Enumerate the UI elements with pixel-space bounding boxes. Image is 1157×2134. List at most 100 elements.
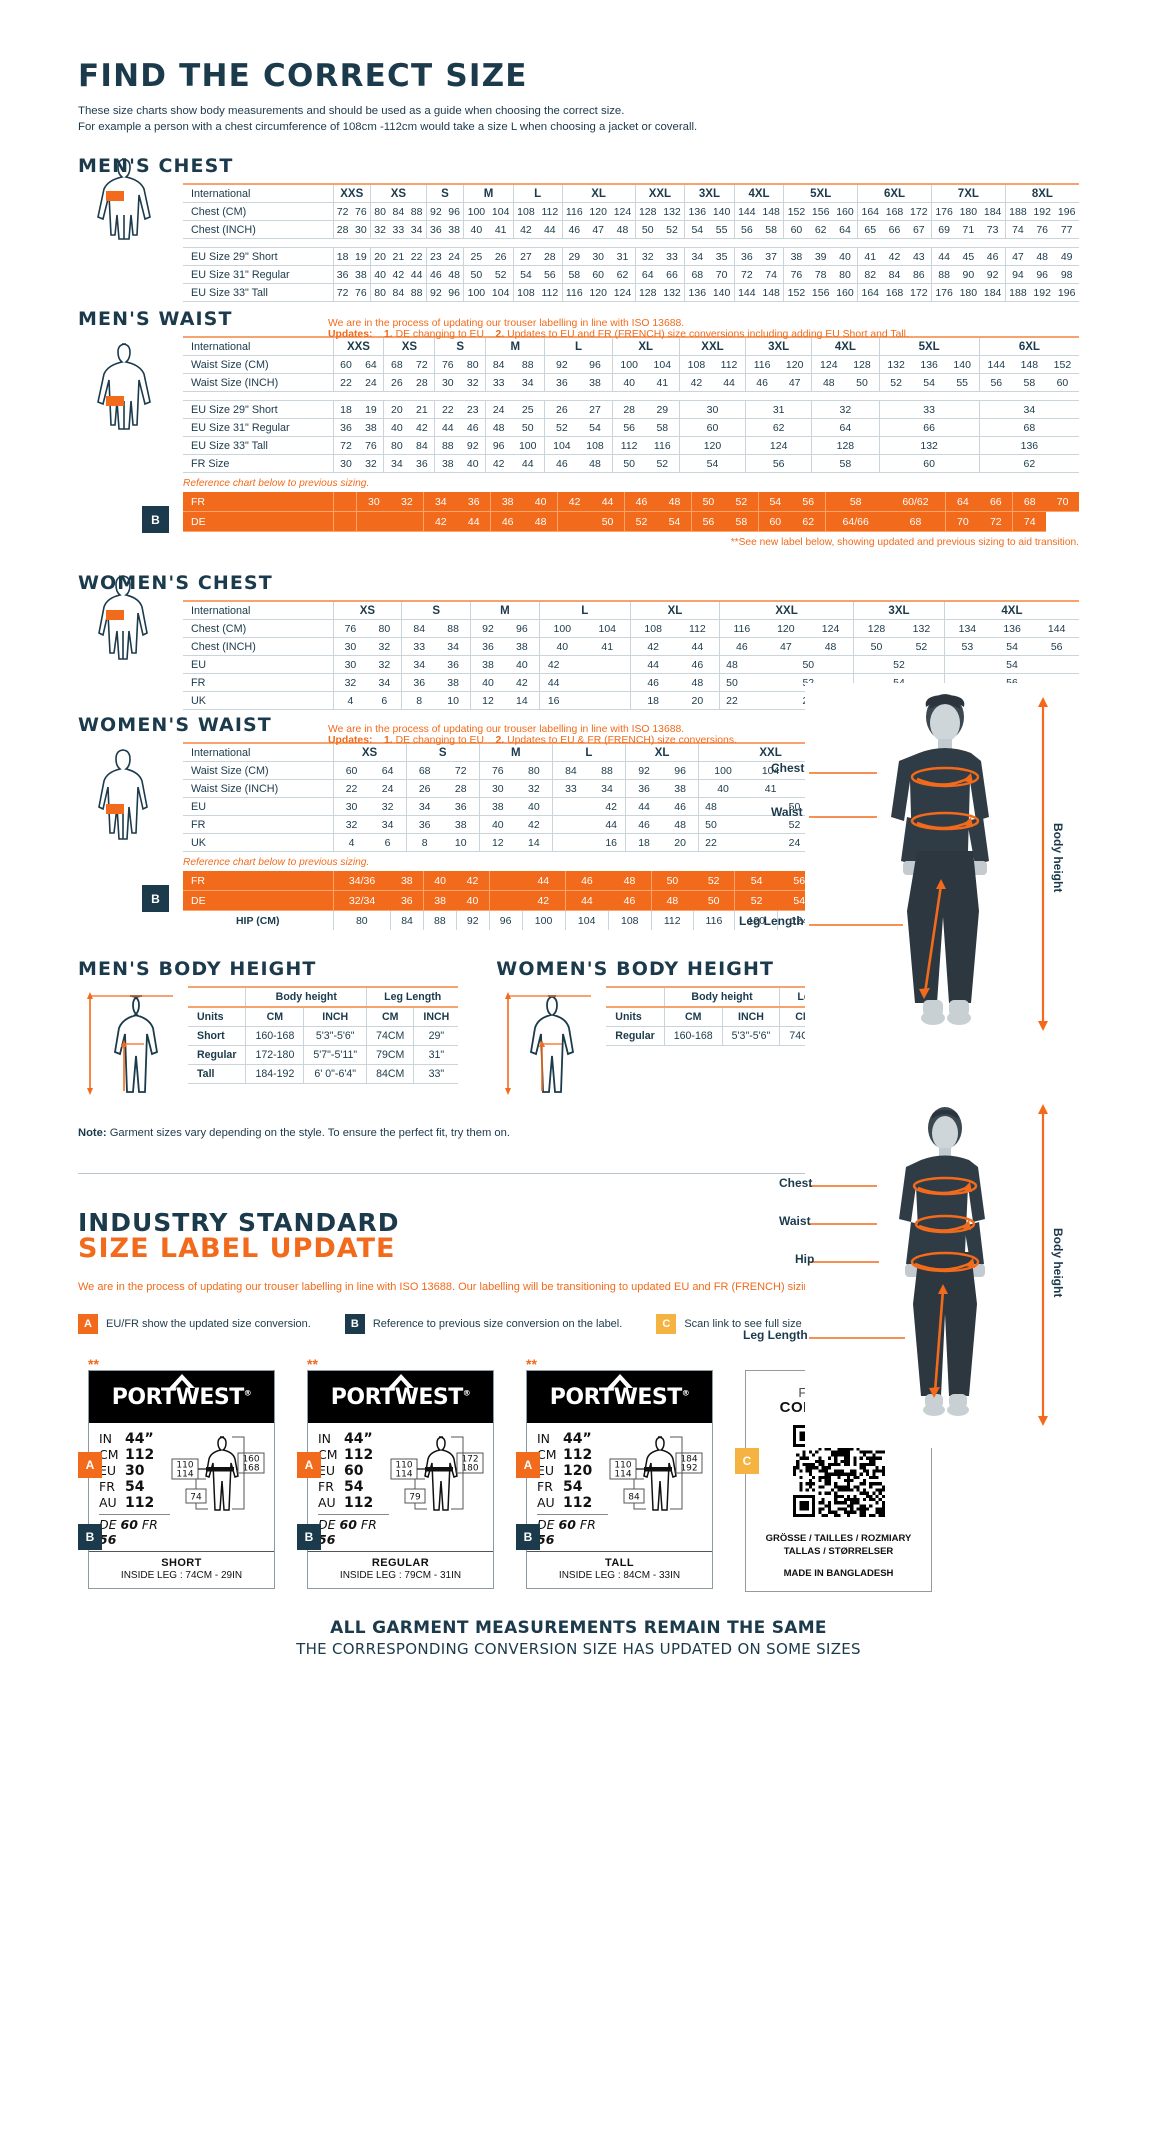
table-cell: 42 xyxy=(515,815,553,834)
table-cell: 112 xyxy=(713,355,746,374)
table-cell: 47 xyxy=(778,373,812,392)
table-cell: 24 xyxy=(358,373,384,392)
table-cell: 25 xyxy=(511,400,545,419)
reference-cell: 52 xyxy=(693,871,735,891)
table-cell: 32 xyxy=(332,673,368,692)
row-label: EU Size 31" Regular xyxy=(183,418,333,437)
table-cell: 112 xyxy=(650,910,694,930)
table-cell: 72 xyxy=(409,355,435,374)
table-cell: 34 xyxy=(405,797,443,816)
table-cell: 23 xyxy=(425,247,445,266)
qr-foot-2: TALLAS / STØRRELSER xyxy=(783,1546,894,1557)
table-cell: 40 xyxy=(515,797,553,816)
intro-line-2: For example a person with a chest circum… xyxy=(78,120,698,133)
table-cell: 84 xyxy=(409,436,435,455)
reference-cell xyxy=(488,890,522,911)
table-cell: 30 xyxy=(332,637,368,656)
portwest-logo: PORTWEST® xyxy=(112,1373,252,1410)
table-cell: 148 xyxy=(1012,355,1046,374)
table-cell: 38 xyxy=(358,418,384,437)
reference-cell: 34/36 xyxy=(332,871,391,891)
table-cell: 124 xyxy=(610,202,636,221)
table-cell: 116 xyxy=(561,202,587,221)
portwest-logo: PORTWEST® xyxy=(550,1373,690,1410)
table-cell: 76 xyxy=(434,355,461,374)
table-cell: 47 xyxy=(586,220,611,239)
see-label-note: **See new label below, showing updated a… xyxy=(730,537,1079,548)
table-cell: 67 xyxy=(906,220,932,239)
female-height-figure xyxy=(496,986,606,1101)
table-cell: 22 xyxy=(698,833,747,852)
table-cell: 26 xyxy=(383,373,410,392)
table-cell: 172 xyxy=(906,283,932,302)
table-cell: 16 xyxy=(551,833,626,852)
female-label-hip: Hip xyxy=(795,1252,815,1266)
table-cell: 12 xyxy=(478,833,516,852)
table-cell: 136 xyxy=(684,283,710,302)
table-cell: 88 xyxy=(511,355,545,374)
size-col-4xl: 4XL xyxy=(733,183,784,203)
table-cell: 73 xyxy=(980,220,1006,239)
table-cell: 112 xyxy=(538,202,563,221)
height-value-bottom: 192 xyxy=(680,1464,697,1474)
table-cell: 18 xyxy=(332,247,352,266)
table-cell: 128 xyxy=(634,283,660,302)
table-cell: 52 xyxy=(853,655,945,674)
table-cell: 20 xyxy=(675,691,720,710)
spec-row: IN 44” xyxy=(99,1431,170,1447)
reference-cell: 48 xyxy=(608,871,652,891)
size-col-s: S xyxy=(405,742,480,762)
size-col-7xl: 7XL xyxy=(930,183,1006,203)
table-cell: 116 xyxy=(719,619,764,638)
reference-cell: 72 xyxy=(979,511,1013,532)
table-cell: 44 xyxy=(407,265,427,284)
table-cell: 21 xyxy=(389,247,408,266)
table-cell: 33 xyxy=(485,373,512,392)
table-cell: 32 xyxy=(367,637,402,656)
spec-row: FR 54 xyxy=(99,1479,170,1495)
table-cell: 140 xyxy=(709,283,735,302)
table-cell: 40 xyxy=(383,418,410,437)
table-cell: 80 xyxy=(515,761,553,780)
spec-key: IN xyxy=(99,1431,113,1446)
note-label: Note: xyxy=(78,1127,107,1139)
section-divider xyxy=(78,1173,1079,1174)
table-cell: 74 xyxy=(1004,220,1031,239)
table-cell: 104 xyxy=(645,355,680,374)
bh-bh-inch: INCH xyxy=(721,1006,780,1027)
table-cell: 46 xyxy=(625,815,663,834)
table-cell: 33 xyxy=(551,779,589,798)
badge-b: B xyxy=(344,1314,365,1334)
table-cell: 42 xyxy=(485,454,512,473)
table-cell: 128 xyxy=(811,436,880,455)
table-cell: 8 xyxy=(405,833,443,852)
womens-ref-note: Reference chart below to previous sizing… xyxy=(183,857,370,868)
table-cell: 70 xyxy=(709,265,735,284)
size-col-xl: XL xyxy=(611,336,680,356)
table-cell: 50 xyxy=(719,673,764,692)
table-cell: 92 xyxy=(455,910,490,930)
reference-cell: 32/34 xyxy=(332,890,391,911)
table-cell: 32 xyxy=(358,454,384,473)
table-cell: 108 xyxy=(512,202,539,221)
male-height-figure xyxy=(78,986,188,1101)
brand-header: PORTWEST® xyxy=(308,1371,493,1423)
table-header-row: International XS S M L XL XXL 3XL 4XL xyxy=(183,600,1079,620)
table-cell: 196 xyxy=(1054,202,1079,221)
table-cell: 96 xyxy=(444,283,464,302)
table-cell: 132 xyxy=(659,283,685,302)
table-cell: 38 xyxy=(351,265,371,284)
intro-line-1: These size charts show body measurements… xyxy=(78,105,625,117)
reference-cell: 70 xyxy=(945,511,980,532)
reference-cell: 50 xyxy=(690,492,725,512)
reference-cell xyxy=(344,492,357,512)
table-cell: 30 xyxy=(332,454,359,473)
bh-empty-corner xyxy=(606,986,665,1008)
size-col-6xl: 6XL xyxy=(857,183,932,203)
table-cell: 36 xyxy=(544,373,579,392)
table-cell: 33 xyxy=(389,220,408,239)
reference-cell xyxy=(332,511,345,532)
reference-cell: 64 xyxy=(945,492,980,512)
table-cell: 32 xyxy=(370,220,390,239)
col-international: International xyxy=(183,183,333,203)
